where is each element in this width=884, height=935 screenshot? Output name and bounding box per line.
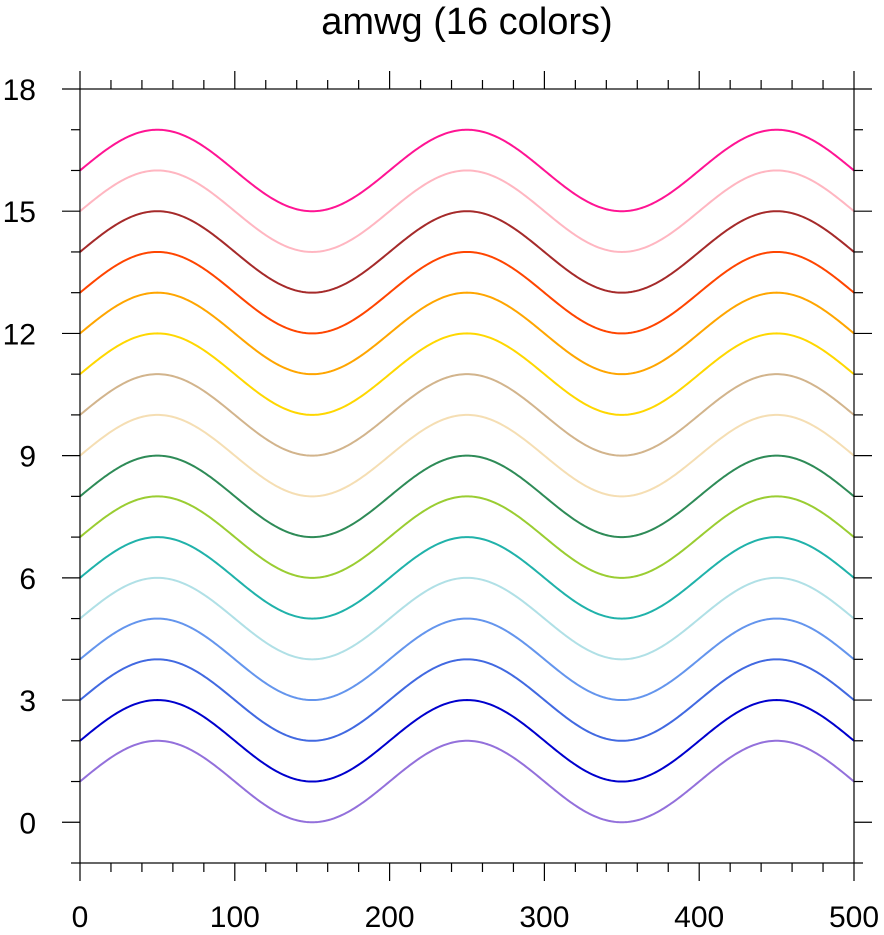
series-line-2 xyxy=(79,699,855,783)
series-line-7 xyxy=(79,495,855,579)
y-tick-label: 6 xyxy=(19,563,36,596)
series-line-11 xyxy=(79,332,855,416)
x-tick-label: 400 xyxy=(674,901,724,934)
y-tick-label: 9 xyxy=(19,441,36,474)
series-line-13 xyxy=(79,250,855,335)
series-line-4 xyxy=(79,617,855,702)
x-tick-label: 100 xyxy=(210,901,260,934)
series-line-1 xyxy=(79,739,855,824)
y-tick-label: 15 xyxy=(3,196,36,229)
plot-frame xyxy=(79,88,855,864)
y-tick-label: 0 xyxy=(19,807,36,840)
series-line-5 xyxy=(79,576,855,661)
series-line-8 xyxy=(79,454,855,539)
y-tick-label: 12 xyxy=(3,318,36,351)
x-tick-label: 200 xyxy=(365,901,415,934)
series-line-10 xyxy=(79,373,855,457)
x-tick-label: 500 xyxy=(829,901,879,934)
y-tick-label: 18 xyxy=(3,74,36,107)
series-line-12 xyxy=(79,291,855,376)
ticks-layer xyxy=(62,71,872,881)
x-tick-label: 0 xyxy=(72,901,89,934)
tick-labels-layer: 0 100 200 300 400 500 0 3 6 9 12 15 18 xyxy=(3,74,879,934)
series-line-14 xyxy=(79,210,855,294)
y-tick-label: 3 xyxy=(19,685,36,718)
series-line-15 xyxy=(79,169,855,253)
series-line-16 xyxy=(79,128,855,213)
series-line-6 xyxy=(79,536,855,620)
series-layer xyxy=(79,128,855,824)
series-line-3 xyxy=(79,658,855,742)
series-line-9 xyxy=(79,413,855,498)
x-tick-label: 300 xyxy=(519,901,569,934)
chart-title: amwg (16 colors) xyxy=(321,1,612,43)
